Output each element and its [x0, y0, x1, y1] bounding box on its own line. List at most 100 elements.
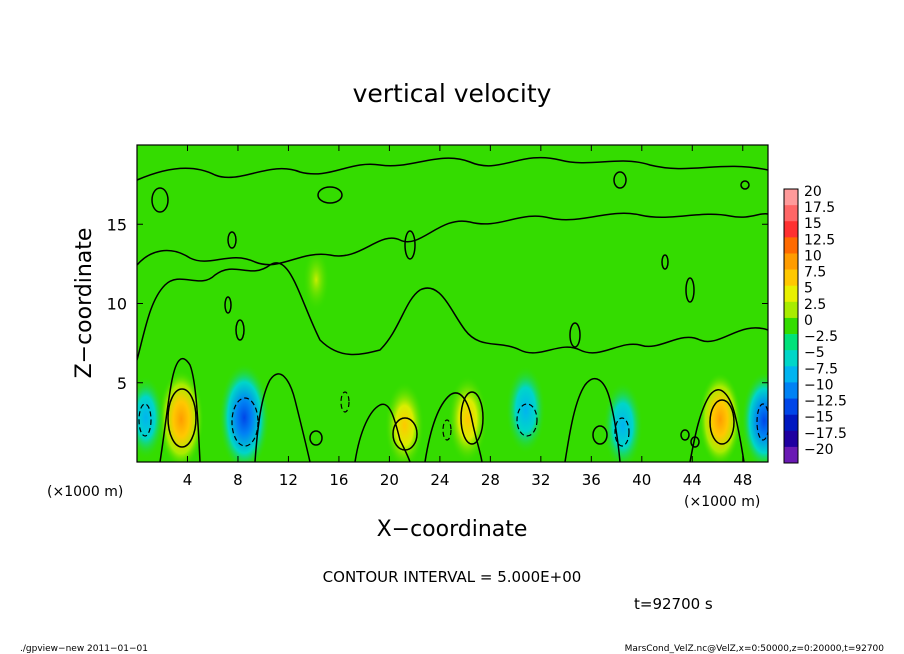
updraft-cell	[698, 372, 742, 462]
downdraft-cell	[218, 363, 270, 462]
colorbar-segment	[784, 269, 798, 287]
colorbar-segment	[784, 253, 798, 270]
x-tick-label: 28	[481, 471, 500, 489]
updraft-cell	[447, 375, 488, 462]
contour-line	[564, 378, 621, 462]
y-tick-label: 15	[107, 215, 127, 234]
contour-line	[404, 230, 416, 260]
contour-line	[661, 254, 669, 270]
contour-line	[235, 319, 245, 341]
colorbar-label: −7.5	[804, 361, 838, 377]
colorbar-label: 12.5	[804, 232, 835, 248]
contour-line	[137, 212, 768, 266]
colorbar-label: −20	[804, 442, 834, 458]
colorbar-segment	[784, 446, 798, 464]
colorbar-segment	[784, 350, 798, 367]
contour-line	[137, 156, 768, 181]
contour-line-negative	[138, 403, 152, 437]
x-tick-label: 32	[531, 471, 550, 489]
x-tick-label: 4	[183, 471, 193, 489]
colorbar-label: 15	[804, 216, 822, 232]
time-label: t=92700 s	[634, 595, 713, 613]
colorbar-segment	[784, 301, 798, 319]
x-axis-label: X−coordinate	[377, 517, 528, 542]
y-tick-label: 10	[107, 295, 127, 314]
colorbar-label: 7.5	[804, 265, 826, 281]
y-axis-unit: (×1000 m)	[47, 484, 123, 500]
colorbar-label: −17.5	[804, 426, 847, 442]
colorbar-segment	[784, 398, 798, 415]
x-tick-label: 48	[733, 471, 752, 489]
colorbar-label: −2.5	[804, 329, 838, 345]
contour-line	[167, 388, 197, 448]
x-tick-label: 44	[683, 471, 702, 489]
colorbar-label: −15	[804, 410, 834, 426]
contour-line	[460, 391, 484, 445]
x-tick-label: 8	[233, 471, 243, 489]
colorbar-segment	[784, 237, 798, 254]
contour-line-negative	[231, 397, 259, 447]
contour-line-negative	[756, 403, 768, 441]
x-axis: 4 8 12 16 20 24 28 32 36 40 44 48	[183, 145, 752, 489]
contour-line	[613, 171, 627, 189]
colorbar: 2017.51512.5107.552.50−2.5−5−7.5−10−12.5…	[783, 184, 847, 464]
contour-line	[689, 389, 745, 462]
x-tick-label: 36	[582, 471, 601, 489]
downdraft-cell	[505, 365, 546, 454]
updraft-cell	[302, 247, 330, 313]
colorbar-segment	[784, 317, 798, 335]
colorbar-label: 0	[804, 313, 813, 329]
contour-line	[151, 187, 169, 213]
colorbar-label: 5	[804, 281, 813, 297]
colorbar-segment	[784, 334, 798, 351]
chart-title: vertical velocity	[353, 79, 552, 108]
colorbar-segment	[784, 205, 798, 222]
contour-line	[159, 358, 201, 462]
updraft-cell	[384, 381, 425, 462]
contour-line	[592, 425, 608, 445]
y-tick-label: 5	[117, 374, 127, 393]
contour-line	[709, 399, 735, 445]
colorbar-label: −5	[804, 345, 825, 361]
contour-line	[317, 186, 343, 204]
contour-line	[680, 429, 690, 441]
x-tick-label: 12	[279, 471, 298, 489]
colorbar-label: 17.5	[804, 200, 835, 216]
colorbar-label: 2.5	[804, 297, 826, 313]
x-tick-label: 24	[430, 471, 449, 489]
negative-contour-lines	[138, 391, 768, 447]
contour-line	[569, 322, 581, 348]
y-axis: 5 10 15	[107, 215, 768, 393]
contour-line	[690, 436, 700, 448]
contour-line	[254, 373, 311, 462]
contour-line	[685, 277, 695, 303]
downdraft-cell	[603, 381, 643, 462]
y-axis-label: Z−coordinate	[72, 228, 97, 379]
contour-line	[224, 296, 232, 314]
colorbar-label: −10	[804, 377, 834, 393]
contour-line-negative	[442, 419, 452, 441]
contour-lines	[137, 156, 768, 462]
x-tick-label: 16	[329, 471, 348, 489]
colorbar-label: 10	[804, 248, 822, 264]
contour-line	[227, 231, 237, 249]
contour-line	[354, 403, 411, 462]
x-tick-label: 40	[632, 471, 651, 489]
colorbar-segment	[784, 430, 798, 448]
footer-program: ./gpview−new 2011−01−01	[20, 644, 148, 654]
colorbar-label: −12.5	[804, 394, 847, 410]
x-axis-unit: (×1000 m)	[684, 494, 760, 510]
downdraft-cell	[137, 376, 165, 460]
contour-line-negative	[340, 391, 350, 413]
contour-line	[392, 417, 418, 451]
footer-source: MarsCond_VelZ.nc@VelZ,x=0:50000,z=0:2000…	[625, 644, 885, 654]
colorbar-frame	[783, 188, 799, 464]
colorbar-label: 20	[804, 184, 822, 200]
colorbar-segment	[784, 189, 798, 206]
contour-line-negative	[614, 417, 630, 447]
contour-interval: CONTOUR INTERVAL = 5.000E+00	[323, 568, 582, 586]
contour-line	[309, 430, 323, 446]
contour-line	[740, 180, 750, 190]
x-tick-label: 20	[380, 471, 399, 489]
